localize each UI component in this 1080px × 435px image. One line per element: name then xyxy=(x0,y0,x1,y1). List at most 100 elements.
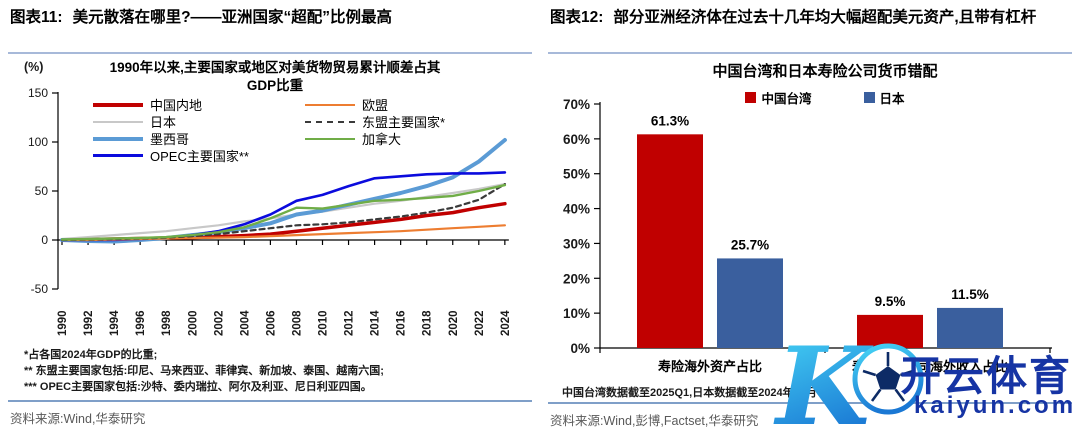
figure-label: 图表11: xyxy=(10,9,63,26)
legend-item: 欧盟 xyxy=(305,96,445,113)
figure-12-panel: 图表12: 部分亚洲经济体在过去十几年均大幅超配美元资产,且带有杠杆 0% 10% 2… xyxy=(540,0,1080,435)
legend-item: 东盟主要国家* xyxy=(305,113,445,130)
y-tick-label: 0 xyxy=(41,233,48,247)
figure-title: 美元散落在哪里?——亚洲国家“超配”比例最高 xyxy=(72,9,393,26)
x-tick-label: 2010 xyxy=(318,310,330,336)
legend-item: 中国内地 xyxy=(93,96,249,113)
x-tick-label: 1998 xyxy=(161,310,173,336)
source-rule xyxy=(8,400,532,402)
source-text: 资料来源:Wind,华泰研究 xyxy=(10,412,146,426)
legend-item: 加拿大 xyxy=(305,130,445,147)
bar-value-label: 11.5% xyxy=(951,287,989,302)
legend-item: 中国台湾 xyxy=(745,88,812,107)
legend-label: 墨西哥 xyxy=(150,132,190,147)
legend-item: 日本 xyxy=(863,88,905,107)
chart-subtitle-line1: 1990年以来,主要国家或地区对美货物贸易累计顺差占其 xyxy=(109,60,441,75)
bar-chart-title: 中国台湾和日本寿险公司货币错配 xyxy=(712,63,938,80)
x-tick-label: 2014 xyxy=(370,310,382,336)
y-tick-label: 50 xyxy=(35,184,49,198)
x-tick-label: 1994 xyxy=(109,310,121,336)
x-tick-label: 2002 xyxy=(213,310,225,336)
y-tick-label: 60% xyxy=(563,132,590,147)
x-tick-label: 2012 xyxy=(344,310,356,336)
footnote-line: *** OPEC主要国家包括:沙特、委内瑞拉、阿尔及利亚、尼日利亚四国。 xyxy=(24,381,372,393)
footnotes: *占各国2024年GDP的比重; ** 东盟主要国家包括:印尼、马来西亚、菲律宾… xyxy=(24,347,530,395)
footnote-line: *占各国2024年GDP的比重; xyxy=(24,349,158,361)
legend-label: 加拿大 xyxy=(362,132,402,147)
line-series-1 xyxy=(60,183,506,241)
bar-中国台湾-1 xyxy=(857,314,923,348)
footnote-line: ** 东盟主要国家包括:印尼、马来西亚、菲律宾、新加坡、泰国、越南六国; xyxy=(24,365,384,377)
figure-label: 图表12: xyxy=(550,9,604,26)
figure-title: 部分亚洲经济体在过去十几年均大幅超配美元资产,且带有杠杆 xyxy=(613,9,1037,26)
y-tick-label: 30% xyxy=(563,236,590,251)
x-tick-label: 2022 xyxy=(474,310,486,336)
legend-label: OPEC主要国家** xyxy=(150,149,249,164)
y-tick-label: 70% xyxy=(563,97,590,112)
bar-日本-1 xyxy=(937,307,1003,348)
legend-swatch xyxy=(863,92,875,103)
y-tick-label: 150 xyxy=(28,86,48,100)
watermark-brand-text: 开云体育 xyxy=(900,353,1072,399)
bar-chart: 0% 10% 20% 30% 40% 50% 60% 70% 61.3% 25.7% 寿险海外资产占… xyxy=(563,97,1052,374)
line-series-6 xyxy=(60,183,507,241)
bar-value-label: 9.5% xyxy=(875,294,906,309)
bar-value-label: 25.7% xyxy=(731,237,769,252)
y-tick-label: 40% xyxy=(563,202,590,217)
axis-unit-label: (%) xyxy=(24,60,44,74)
x-tick-label: 2020 xyxy=(448,310,460,336)
legend-swatch xyxy=(93,102,143,107)
y-tick-label: 50% xyxy=(563,167,590,182)
soccer-ball-icon xyxy=(852,343,924,415)
chart-subtitle-line2: GDP比重 xyxy=(246,78,304,93)
legend-swatch xyxy=(93,120,143,123)
line-chart: 150 100 50 0 -50 1990 1992 1994 1996 1998 2000 2002… xyxy=(28,86,512,336)
legend-swatch xyxy=(745,92,757,103)
source-text: 资料来源:Wind,彭博,Factset,华泰研究 xyxy=(550,414,759,428)
legend-item: OPEC主要国家** xyxy=(93,147,249,164)
bar-legend: 中国台湾 日本 xyxy=(600,88,1050,107)
legend-label: 中国内地 xyxy=(150,98,203,113)
legend-swatch xyxy=(305,120,355,123)
bar-中国台湾-0 xyxy=(637,134,703,348)
x-tick-label: 2004 xyxy=(239,310,251,336)
header-rule xyxy=(8,52,532,54)
watermark-url-text: kaiyun.com xyxy=(914,392,1077,419)
x-tick-label: 1990 xyxy=(57,310,69,336)
y-tick-label: 20% xyxy=(563,271,590,286)
x-tick-label: 2000 xyxy=(187,310,199,336)
header-rule xyxy=(548,52,1072,54)
y-tick-label: -50 xyxy=(31,282,49,296)
x-tick-label: 2008 xyxy=(291,310,303,336)
legend-item: 日本 xyxy=(93,113,249,130)
legend-label: 东盟主要国家* xyxy=(362,115,446,130)
y-tick-label: 0% xyxy=(570,341,590,356)
legend-label: 中国台湾 xyxy=(761,92,812,106)
x-tick-label: 2016 xyxy=(396,310,408,336)
x-tick-label: 1996 xyxy=(135,310,147,336)
y-tick-label: 10% xyxy=(563,306,590,321)
data-note: 中国台湾数据截至2025Q1,日本数据截至2024年12月 xyxy=(562,387,817,399)
figure-11-header: 图表11: 美元散落在哪里?——亚洲国家“超配”比例最高 xyxy=(10,7,512,29)
legend-label: 日本 xyxy=(879,92,905,106)
bar-value-label: 61.3% xyxy=(651,113,689,128)
legend-swatch xyxy=(305,137,355,140)
legend-label: 日本 xyxy=(150,115,177,130)
x-tick-label: 2018 xyxy=(422,310,434,336)
legend-swatch xyxy=(305,103,355,106)
legend-label: 欧盟 xyxy=(362,98,389,113)
figure-11-panel: 图表11: 美元散落在哪里?——亚洲国家“超配”比例最高 150 100 50 0 -50… xyxy=(8,7,532,426)
source-rule xyxy=(548,402,1072,404)
watermark-k-logo: K xyxy=(773,330,924,435)
figure-12-header: 图表12: 部分亚洲经济体在过去十几年均大幅超配美元资产,且带有杠杆 xyxy=(550,7,1046,29)
bar-日本-0 xyxy=(717,258,783,348)
watermark: K 开云体育 kaiyun.com xyxy=(740,330,1080,435)
legend-item: 墨西哥 xyxy=(93,130,249,147)
x-tick-label: 1992 xyxy=(83,310,95,336)
legend-swatch xyxy=(93,136,143,141)
x-tick-label: 2024 xyxy=(500,310,512,336)
y-tick-label: 100 xyxy=(28,135,48,149)
x-tick-label: 2006 xyxy=(265,310,277,336)
category-label: 寿险海外资产占比 xyxy=(658,359,762,374)
